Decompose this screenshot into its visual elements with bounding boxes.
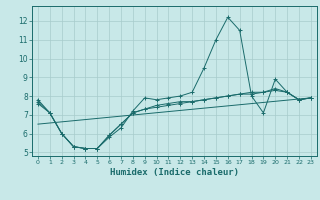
X-axis label: Humidex (Indice chaleur): Humidex (Indice chaleur) [110,168,239,177]
